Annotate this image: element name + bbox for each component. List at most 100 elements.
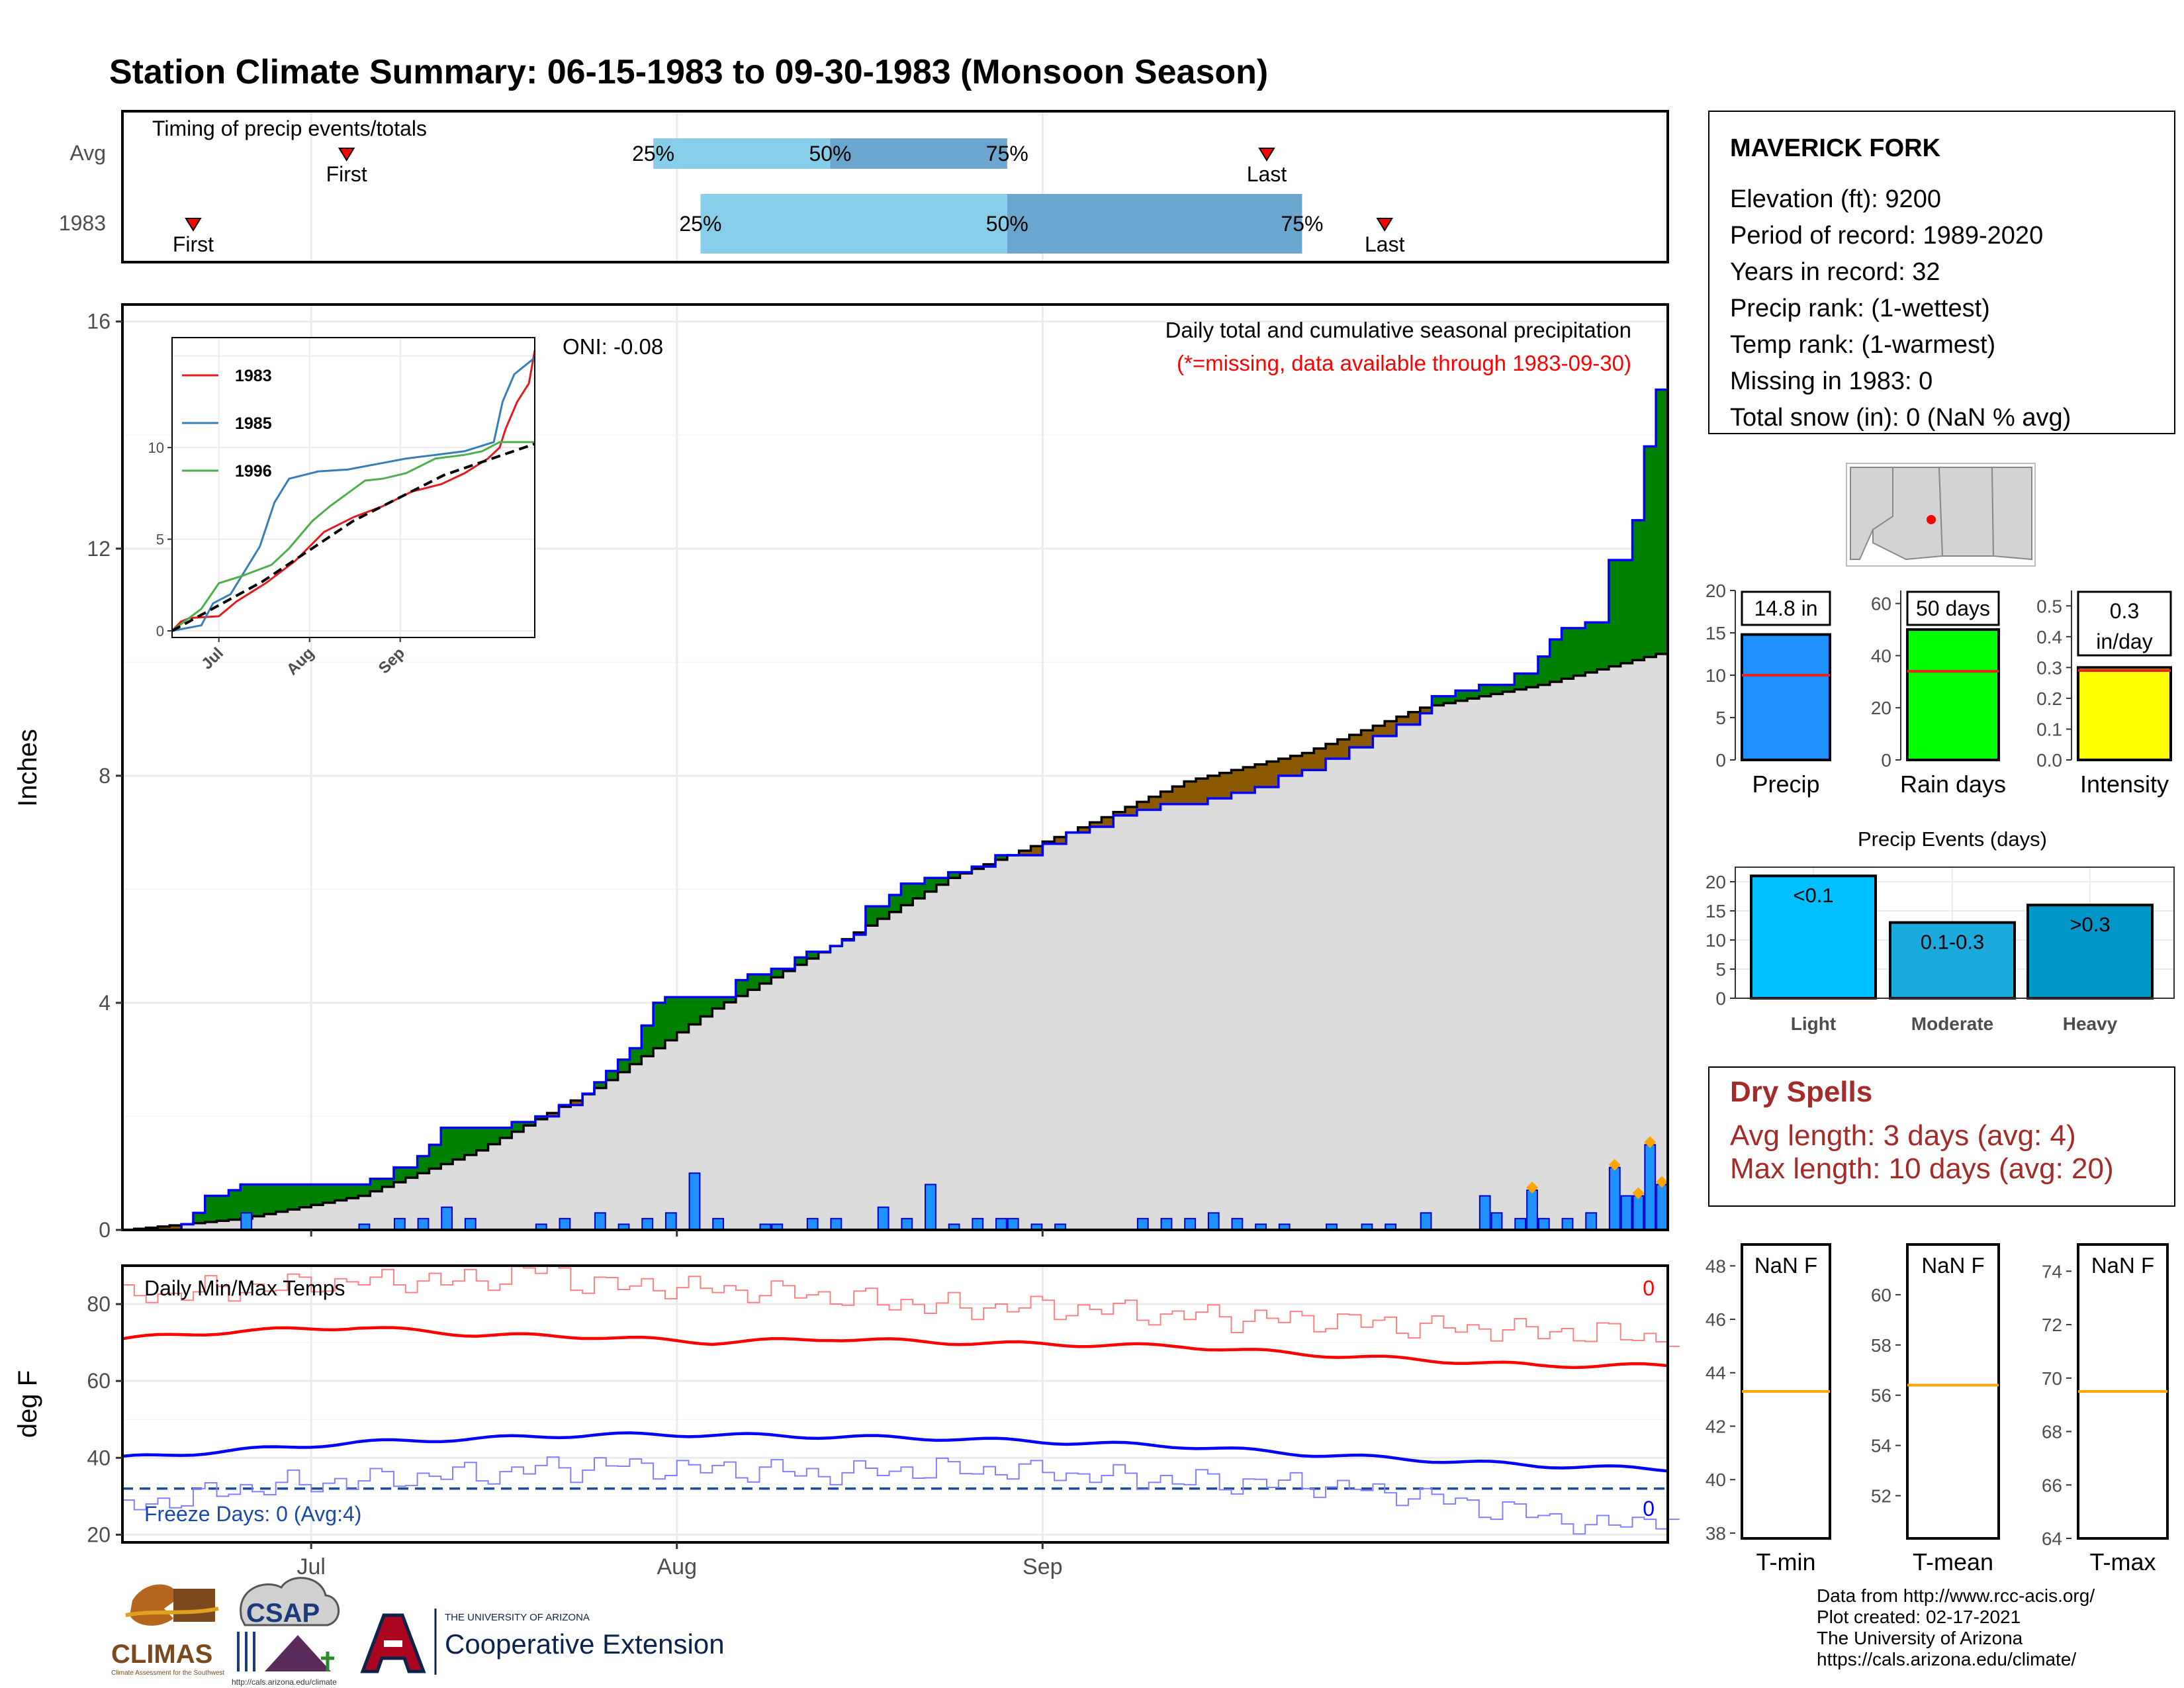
climas-logo: CLIMAS Climate Assessment for the Southw… xyxy=(111,1584,224,1677)
daily-precip-bar xyxy=(901,1217,913,1231)
quartile-bar-lower xyxy=(700,194,1007,254)
observed-cumulative-line xyxy=(122,388,1668,1231)
station-line: Years in record: 32 xyxy=(1730,258,1940,286)
inset-y-tick-label: 5 xyxy=(156,532,164,548)
dry-spells-title: Dry Spells xyxy=(1730,1076,1872,1108)
p25-label: 25% xyxy=(632,142,674,165)
heavy-event-marker xyxy=(1526,1181,1539,1194)
station-line: Period of record: 1989-2020 xyxy=(1730,222,2043,250)
season-total-label-box xyxy=(1906,590,2000,626)
above-normal-strip xyxy=(1608,559,1621,667)
above-normal-strip xyxy=(794,957,807,965)
precip-y-tick-label: 16 xyxy=(87,310,111,334)
above-normal-strip xyxy=(358,1184,371,1196)
inset-series-line xyxy=(171,441,535,632)
above-normal-strip xyxy=(676,997,690,1033)
above-normal-strip xyxy=(393,1167,406,1182)
above-normal-strip xyxy=(488,1127,500,1145)
above-normal-strip xyxy=(771,968,784,978)
above-normal-strip xyxy=(735,980,749,996)
temp-x-ticks: Jul Aug Sep xyxy=(296,1542,1063,1579)
season-total-label: 0.3 xyxy=(2110,599,2139,623)
daily-precip-bar xyxy=(393,1217,406,1231)
station-line: Elevation (ft): 9200 xyxy=(1730,185,1941,213)
inset-legend: 1983 1985 1996 xyxy=(182,367,272,481)
below-normal-strip xyxy=(1113,812,1126,816)
below-normal-strip xyxy=(1278,759,1291,776)
temp-stat-y-tick-label: 60 xyxy=(1871,1285,1891,1305)
above-normal-strip xyxy=(1620,559,1633,663)
event-count-bar xyxy=(1750,874,1877,1000)
daily-precip-bar xyxy=(972,1217,984,1231)
above-normal-strip xyxy=(1443,696,1456,704)
inset-lines xyxy=(171,350,536,632)
daily-precip-bar xyxy=(1136,1217,1149,1231)
season-total-label: 50 days xyxy=(1916,596,1990,620)
above-normal-strip xyxy=(323,1184,336,1203)
above-normal-strip xyxy=(346,1184,359,1198)
temp-y-tick-label: 60 xyxy=(87,1369,111,1393)
above-normal-strip xyxy=(1479,684,1492,696)
climas-tagline: Climate Assessment for the Southwest xyxy=(111,1669,224,1677)
daily-precip-bar xyxy=(1561,1217,1574,1231)
temp-panel-title: Daily Min/Max Temps xyxy=(144,1276,345,1300)
inset-series-line xyxy=(171,350,536,632)
above-normal-strip xyxy=(889,894,901,912)
above-normal-strip xyxy=(759,974,772,984)
freeze-days-label: Freeze Days: 0 (Avg:4) xyxy=(144,1502,361,1526)
daily-precip-bar xyxy=(830,1217,842,1231)
below-normal-strip xyxy=(1349,735,1362,747)
above-normal-strip xyxy=(252,1184,265,1217)
totals-y-tick-label: 20 xyxy=(1706,581,1726,601)
below-normal-strip xyxy=(1207,775,1220,799)
temp-stat-y-tick-label: 44 xyxy=(1706,1363,1726,1383)
temp-stat-y-tick-label: 52 xyxy=(1871,1485,1891,1506)
below-normal-strip xyxy=(1196,778,1208,804)
below-normal-strip xyxy=(1148,796,1161,810)
below-normal-strip xyxy=(1172,786,1185,804)
above-normal-strip xyxy=(1502,684,1515,692)
below-normal-strip xyxy=(1361,730,1373,747)
footer-line: Plot created: 02-17-2021 xyxy=(1817,1607,2021,1627)
daily-precip-bar xyxy=(1184,1217,1197,1231)
below-normal-strip xyxy=(1337,739,1350,759)
daily-precip-bar xyxy=(417,1217,430,1231)
event-count-bar xyxy=(1889,921,2016,1000)
p75-label: 75% xyxy=(986,142,1028,165)
temp-stat-y-tick-label: 54 xyxy=(1871,1436,1891,1456)
below-normal-strip xyxy=(1326,743,1338,759)
totals-y-tick-label: 0.2 xyxy=(2036,688,2062,709)
event-category-label: Moderate xyxy=(1911,1013,1993,1034)
temp-stat-y-tick-label: 68 xyxy=(2042,1422,2062,1442)
temp-stat-frame xyxy=(1906,1243,2000,1540)
above-normal-strip xyxy=(1632,520,1645,661)
footer-line: The University of Arizona xyxy=(1817,1628,2023,1648)
event-bar-label: >0.3 xyxy=(2070,913,2110,936)
timing-panel: 25% 50% 75% First Last 25% 50% 75% First Last Tim… xyxy=(59,110,1669,263)
below-normal-strip xyxy=(1077,827,1091,833)
above-normal-strip xyxy=(1656,389,1668,654)
totals-y-tick-label: 40 xyxy=(1871,645,1891,666)
temp-panel: 20 40 60 80 Jul Aug Sep deg F Daily Min/Max T… xyxy=(13,1264,1680,1579)
below-normal-strip xyxy=(1314,748,1326,771)
daily-precip-bar xyxy=(664,1212,677,1231)
events-y-tick-label: 5 xyxy=(1715,959,1726,980)
above-normal-strip xyxy=(1561,628,1574,679)
daily-precip-bar xyxy=(559,1217,571,1231)
temp-stat-category: T-mean xyxy=(1913,1548,1993,1575)
normal-cumulative-line xyxy=(122,651,1669,1231)
temp-plot-bg xyxy=(122,1266,1668,1542)
temp-stat-y-tick-label: 74 xyxy=(2042,1261,2062,1282)
event-count-bar xyxy=(2026,904,2154,1000)
daily-precip-bar xyxy=(1490,1212,1503,1231)
precip-y-tick-label: 8 xyxy=(99,764,111,788)
totals-y-tick-label: 0 xyxy=(1881,750,1891,771)
temp-stat-value: NaN F xyxy=(2091,1253,2154,1278)
p75-label: 75% xyxy=(1281,212,1323,236)
daily-precip-bar xyxy=(1007,1217,1019,1231)
temp-y-tick-label: 40 xyxy=(87,1446,111,1470)
csap-url: http://cals.arizona.edu/climate xyxy=(232,1677,337,1687)
totals-y-tick-label: 10 xyxy=(1706,665,1726,686)
above-normal-strip xyxy=(995,855,1008,860)
